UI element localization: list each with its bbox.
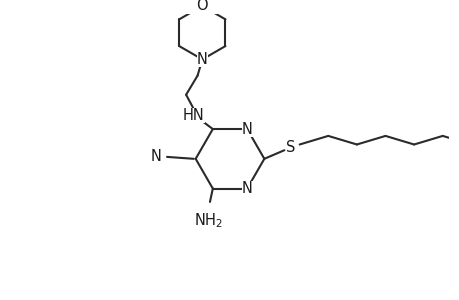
Text: N: N <box>241 122 252 136</box>
Text: NH$_2$: NH$_2$ <box>193 212 222 230</box>
Text: O: O <box>196 0 207 14</box>
Text: N: N <box>241 181 252 196</box>
Text: S: S <box>286 140 295 155</box>
Text: N: N <box>196 52 207 67</box>
Text: N: N <box>150 149 161 164</box>
Text: HN: HN <box>183 108 204 123</box>
